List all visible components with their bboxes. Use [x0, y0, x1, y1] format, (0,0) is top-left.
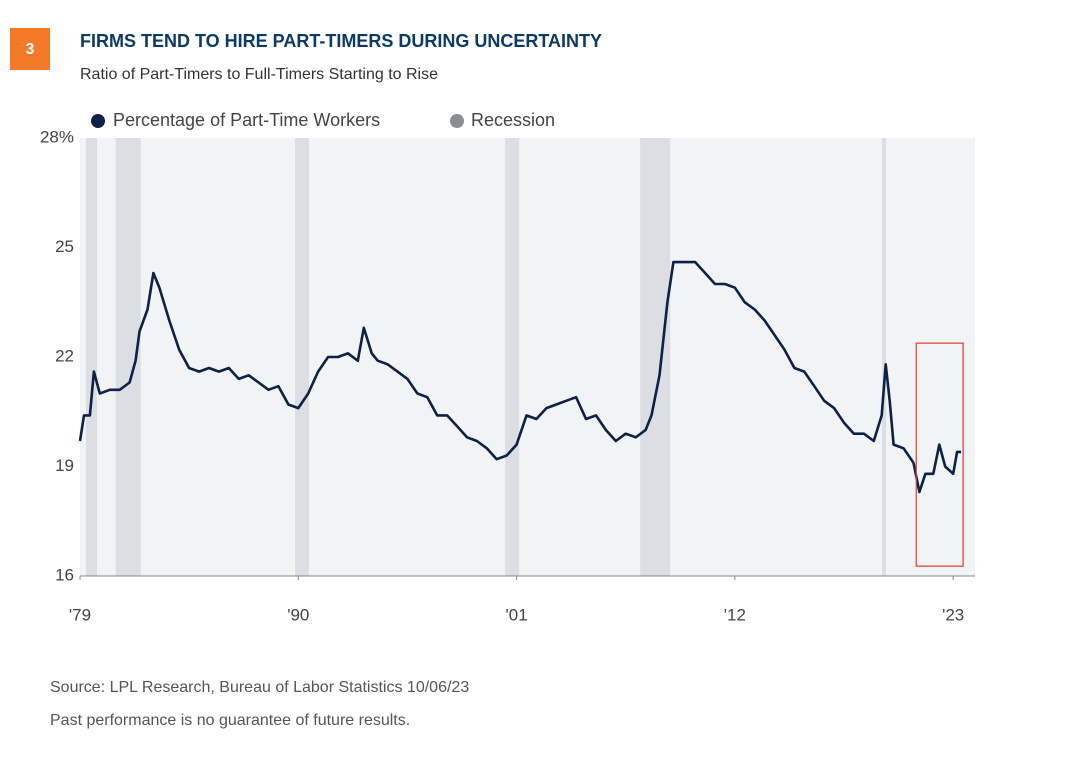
- recession-band: [640, 138, 671, 576]
- chart-title: FIRMS TEND TO HIRE PART-TIMERS DURING UN…: [80, 31, 602, 51]
- badge: 3: [26, 41, 35, 58]
- recession-band: [882, 138, 887, 576]
- x-tick-label: '01: [506, 605, 528, 624]
- recession-band: [295, 138, 310, 576]
- legend-label: Percentage of Part-Time Workers: [113, 110, 380, 130]
- y-tick-label: 16: [55, 565, 74, 584]
- highlight-box: [915, 342, 964, 567]
- y-tick-label: 22: [55, 346, 74, 365]
- y-tick-label: 28%: [40, 127, 74, 146]
- plot-area: [80, 138, 975, 576]
- x-tick-label: '79: [69, 605, 91, 624]
- badge-box: [10, 28, 50, 70]
- x-tick-label: '23: [942, 605, 964, 624]
- legend-swatch: [91, 114, 105, 128]
- source: Source: LPL Research, Bureau of Labor St…: [50, 679, 469, 696]
- disclaimer: Past performance is no guarantee of futu…: [50, 712, 410, 729]
- legend-label: Recession: [471, 110, 555, 130]
- data-line: [78, 260, 962, 494]
- legend-swatch: [450, 114, 464, 128]
- x-tick-label: '90: [287, 605, 309, 624]
- y-tick-label: 19: [55, 456, 74, 475]
- recession-band: [505, 138, 520, 576]
- y-tick-label: 25: [55, 237, 74, 256]
- chart-subtitle: Ratio of Part-Timers to Full-Timers Star…: [80, 66, 438, 83]
- recession-band: [85, 138, 98, 576]
- x-tick-label: '12: [724, 605, 746, 624]
